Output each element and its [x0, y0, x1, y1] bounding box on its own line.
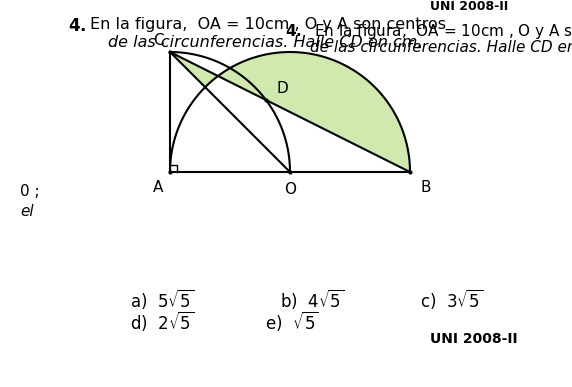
Text: 0 ;: 0 ;: [20, 185, 39, 200]
Text: $\mathbf{4.}$: $\mathbf{4.}$: [68, 17, 86, 35]
Text: d)  $2\sqrt{5}$: d) $2\sqrt{5}$: [130, 309, 194, 333]
Text: O: O: [284, 182, 296, 197]
Text: c)  $3\sqrt{5}$: c) $3\sqrt{5}$: [420, 287, 483, 311]
Text: e)  $\sqrt{5}$: e) $\sqrt{5}$: [265, 309, 319, 333]
Text: C: C: [153, 33, 164, 48]
Text: $\mathbf{4.}$  En la figura,  OA = 10cm , O y A son centros: $\mathbf{4.}$ En la figura, OA = 10cm , …: [285, 22, 572, 41]
Text: de las circunferencias. Halle CD en cm.: de las circunferencias. Halle CD en cm.: [310, 40, 572, 55]
Text: el: el: [20, 204, 34, 219]
Text: En la figura,  OA = 10cm , O y A son centros: En la figura, OA = 10cm , O y A son cent…: [90, 17, 446, 32]
Text: UNI 2008-II: UNI 2008-II: [430, 0, 509, 13]
Polygon shape: [170, 52, 410, 172]
Text: b)  $4\sqrt{5}$: b) $4\sqrt{5}$: [280, 287, 344, 311]
Text: B: B: [420, 180, 431, 195]
Text: UNI 2008-II: UNI 2008-II: [430, 332, 518, 346]
Text: de las circunferencias. Halle CD en cm.: de las circunferencias. Halle CD en cm.: [108, 35, 423, 50]
Text: D: D: [276, 81, 288, 96]
Text: a)  $5\sqrt{5}$: a) $5\sqrt{5}$: [130, 287, 194, 311]
Text: A: A: [153, 180, 163, 195]
